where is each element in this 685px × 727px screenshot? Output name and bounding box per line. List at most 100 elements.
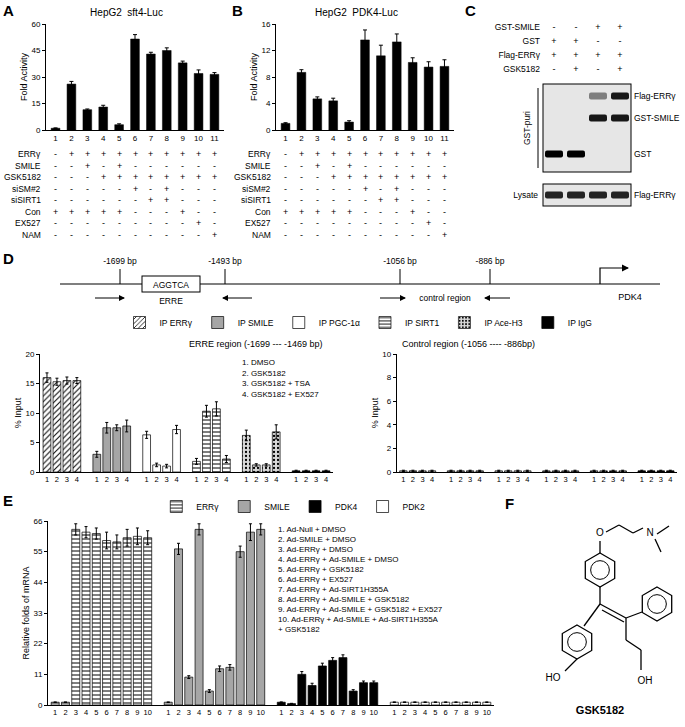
svg-text:Con: Con: [25, 207, 41, 217]
svg-text:GST: GST: [523, 36, 540, 46]
svg-text:-886 bp: -886 bp: [476, 256, 505, 266]
svg-text:+: +: [573, 36, 578, 46]
svg-text:7: 7: [454, 708, 458, 717]
svg-text:+: +: [148, 149, 153, 159]
svg-text:2. GSK5182: 2. GSK5182: [242, 369, 286, 378]
svg-text:-: -: [134, 218, 137, 228]
svg-text:-: -: [54, 149, 57, 159]
svg-text:4: 4: [324, 475, 328, 484]
svg-text:2: 2: [411, 475, 415, 484]
svg-text:3: 3: [74, 708, 78, 717]
svg-text:+: +: [426, 172, 431, 182]
svg-text:+: +: [212, 149, 217, 159]
svg-text:10: 10: [257, 708, 265, 717]
svg-text:22: 22: [33, 639, 42, 648]
svg-text:Con: Con: [255, 207, 271, 217]
svg-text:IP PGC-1α: IP PGC-1α: [319, 318, 360, 328]
svg-text:-: -: [213, 218, 216, 228]
svg-text:-: -: [86, 195, 89, 205]
svg-text:Control region (-1056 ---- -88: Control region (-1056 ---- -886bp): [402, 339, 535, 349]
svg-text:PDK2: PDK2: [403, 502, 425, 512]
svg-text:2: 2: [304, 475, 308, 484]
svg-text:-: -: [134, 230, 137, 240]
svg-text:siSM#2: siSM#2: [242, 184, 271, 194]
svg-text:4: 4: [478, 475, 482, 484]
svg-text:GSK5182: GSK5182: [503, 64, 540, 74]
svg-text:2: 2: [387, 444, 392, 453]
svg-text:+: +: [164, 184, 169, 194]
svg-text:SMILE: SMILE: [264, 502, 290, 512]
svg-text:0: 0: [38, 701, 43, 710]
svg-text:15: 15: [25, 379, 34, 388]
svg-text:+: +: [442, 230, 447, 240]
svg-text:+: +: [117, 207, 122, 217]
svg-text:-: -: [411, 195, 414, 205]
svg-text:Flag-ERRγ: Flag-ERRγ: [634, 91, 676, 101]
svg-text:+: +: [180, 172, 185, 182]
svg-text:-: -: [181, 161, 184, 171]
svg-text:-: -: [395, 230, 398, 240]
svg-text:1: 1: [283, 134, 288, 143]
svg-text:5: 5: [320, 708, 324, 717]
svg-text:6: 6: [218, 708, 222, 717]
svg-text:+: +: [85, 207, 90, 217]
svg-text:2: 2: [155, 475, 159, 484]
svg-text:+: +: [315, 161, 320, 171]
svg-text:4: 4: [310, 708, 314, 717]
svg-text:3: 3: [468, 475, 472, 484]
svg-text:-: -: [70, 184, 73, 194]
svg-text:-: -: [332, 184, 335, 194]
svg-text:-: -: [411, 230, 414, 240]
svg-text:+: +: [410, 149, 415, 159]
svg-text:GST-puri: GST-puri: [522, 111, 532, 145]
svg-text:5: 5: [347, 134, 352, 143]
svg-text:-: -: [379, 207, 382, 217]
svg-text:3: 3: [516, 475, 520, 484]
svg-text:9. Ad-ERRγ + Ad-SMILE + GSK518: 9. Ad-ERRγ + Ad-SMILE + GSK5182 + EX527: [278, 605, 443, 614]
svg-text:3: 3: [115, 475, 119, 484]
svg-text:2: 2: [63, 708, 67, 717]
svg-text:6: 6: [331, 708, 335, 717]
svg-text:5: 5: [30, 438, 35, 447]
svg-text:+: +: [595, 50, 600, 60]
svg-text:3: 3: [85, 134, 90, 143]
svg-text:+: +: [410, 207, 415, 217]
svg-text:12: 12: [261, 46, 270, 55]
svg-text:+: +: [53, 207, 58, 217]
svg-text:NAM: NAM: [22, 230, 41, 240]
svg-text:20: 20: [25, 350, 34, 359]
svg-text:-1056 bp: -1056 bp: [383, 256, 417, 266]
svg-text:-: -: [149, 230, 152, 240]
svg-text:-: -: [619, 36, 622, 46]
svg-text:-: -: [300, 218, 303, 228]
svg-text:-: -: [348, 195, 351, 205]
svg-text:-: -: [379, 218, 382, 228]
svg-text:-: -: [86, 172, 89, 182]
svg-text:2: 2: [105, 475, 109, 484]
svg-text:-: -: [300, 161, 303, 171]
svg-text:-: -: [181, 218, 184, 228]
svg-text:-: -: [134, 195, 137, 205]
svg-text:-: -: [427, 184, 430, 194]
svg-text:33: 33: [33, 609, 42, 618]
svg-text:-: -: [553, 22, 556, 32]
svg-text:1: 1: [544, 475, 548, 484]
svg-text:60: 60: [31, 20, 40, 29]
svg-text:8: 8: [266, 73, 271, 82]
svg-text:siSIRT1: siSIRT1: [241, 195, 271, 205]
svg-text:4: 4: [331, 134, 336, 143]
svg-text:-: -: [149, 207, 152, 217]
svg-text:+: +: [283, 207, 288, 217]
svg-text:4. Ad-ERRγ + Ad-SMILE + DMSO: 4. Ad-ERRγ + Ad-SMILE + DMSO: [278, 555, 398, 564]
svg-text:5: 5: [117, 134, 122, 143]
svg-text:-: -: [364, 230, 367, 240]
svg-text:4: 4: [423, 708, 427, 717]
svg-text:-: -: [213, 184, 216, 194]
svg-text:-: -: [411, 161, 414, 171]
svg-text:3: 3: [264, 475, 268, 484]
svg-text:AGGTCA: AGGTCA: [153, 280, 189, 290]
svg-text:+: +: [117, 161, 122, 171]
svg-text:9: 9: [180, 134, 185, 143]
svg-text:15: 15: [31, 99, 40, 108]
svg-text:2: 2: [289, 708, 293, 717]
